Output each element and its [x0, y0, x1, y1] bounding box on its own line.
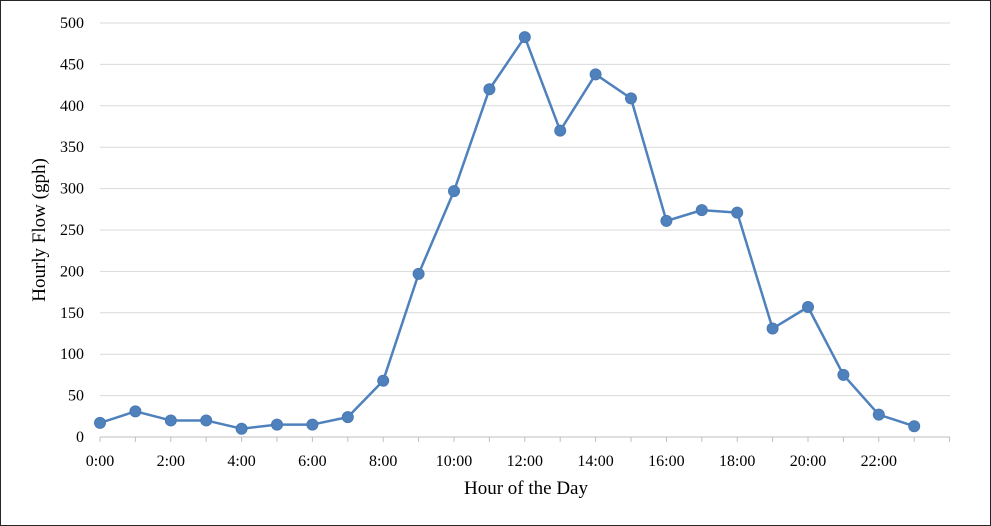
data-point	[235, 422, 248, 435]
y-tick-label: 450	[60, 56, 84, 73]
x-tick-label: 0:00	[86, 453, 114, 470]
data-point	[589, 68, 602, 81]
y-axis-title: Hourly Flow (gph)	[29, 158, 50, 302]
data-point	[164, 414, 177, 427]
data-point	[625, 92, 637, 105]
data-point	[448, 185, 460, 198]
y-tick-label: 350	[60, 139, 84, 156]
y-tick-label: 300	[60, 181, 84, 198]
x-tick-label: 2:00	[157, 453, 185, 470]
series-group	[94, 31, 921, 435]
data-point	[377, 374, 390, 387]
y-tick-label: 0	[76, 429, 84, 446]
x-axis-title: Hour of the Day	[464, 478, 588, 499]
x-tick-label: 14:00	[577, 453, 613, 470]
data-point	[200, 414, 213, 427]
y-tick-label: 200	[60, 263, 84, 280]
data-point	[306, 418, 319, 431]
data-point	[341, 411, 354, 424]
series-line	[99, 35, 915, 430]
x-tick-label: 4:00	[227, 453, 255, 470]
data-point	[518, 31, 531, 44]
x-tick-label: 18:00	[719, 453, 755, 470]
data-point	[412, 267, 425, 280]
x-tick-label: 8:00	[369, 453, 397, 470]
x-tick-label: 6:00	[298, 453, 326, 470]
gridlines	[100, 22, 950, 397]
y-tick-label: 250	[60, 222, 84, 239]
data-point	[908, 420, 921, 433]
data-point	[802, 301, 814, 314]
y-tick-label: 50	[68, 388, 84, 405]
data-point	[271, 418, 283, 431]
data-point	[129, 405, 142, 418]
data-point	[483, 83, 496, 96]
data-point	[554, 124, 567, 137]
y-tick-labels: 0 50 100 150 200 250 300 350 400 450 500	[60, 15, 84, 446]
x-tick-label: 16:00	[648, 453, 684, 470]
y-tick-label: 100	[60, 346, 84, 363]
y-tick-label: 400	[60, 98, 84, 115]
x-tick-label: 12:00	[507, 453, 543, 470]
axes	[99, 436, 951, 442]
data-point	[660, 214, 673, 227]
data-point	[872, 408, 885, 421]
x-tick-label: 10:00	[436, 453, 472, 470]
data-point	[94, 416, 106, 429]
y-tick-label: 150	[60, 305, 84, 322]
x-tick-labels: 0:00 2:00 4:00 6:00 8:00 10:00 12:00 14:00 16:00…	[86, 453, 897, 470]
y-tick-label: 500	[60, 15, 84, 32]
data-point	[837, 368, 850, 381]
data-point	[766, 322, 779, 335]
x-tick-label: 22:00	[861, 453, 897, 470]
data-point	[731, 206, 744, 219]
x-tick-label: 20:00	[790, 453, 826, 470]
data-point	[695, 204, 708, 217]
